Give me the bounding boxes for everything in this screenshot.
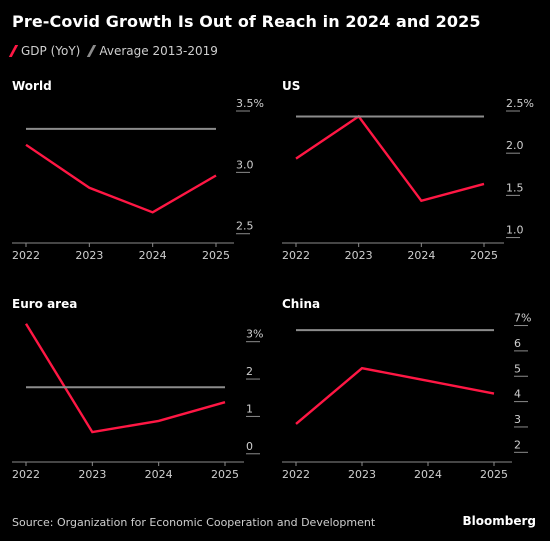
- world-gdp-line: [25, 143, 217, 214]
- world-y-tick-label: 2.5: [236, 220, 254, 233]
- legend-item-gdp: GDP (YoY): [8, 44, 81, 58]
- legend-label-average: Average 2013-2019: [99, 44, 218, 58]
- us-y-tick-label: 1.5: [506, 181, 524, 194]
- legend-label-gdp: GDP (YoY): [21, 44, 81, 58]
- us-panel-title: US: [282, 79, 300, 93]
- china-x-tick-label: 2025: [480, 468, 508, 481]
- us-y-tick-label: 2.5%: [506, 97, 534, 110]
- world-x-tick-label: 2024: [139, 249, 167, 262]
- euro-area-panel-title: Euro area: [12, 297, 77, 311]
- world-y-tick-label: 3.5%: [236, 97, 264, 110]
- us-x-tick-label: 2025: [470, 249, 498, 262]
- euro-area-y-tick-label: 2: [246, 365, 253, 378]
- source-note: Source: Organization for Economic Cooper…: [12, 516, 376, 529]
- china-y-tick-label: 3: [514, 413, 521, 426]
- us-x-tick-label: 2024: [407, 249, 435, 262]
- china-y-tick-label: 5: [514, 362, 521, 375]
- china-y-tick-label: 4: [514, 388, 521, 401]
- legend: GDP (YoY) Average 2013-2019: [8, 44, 228, 58]
- world-x-tick-label: 2022: [12, 249, 40, 262]
- china-panel-title: China: [282, 297, 320, 311]
- euro-area-x-tick-label: 2023: [78, 468, 106, 481]
- us-x-tick-label: 2022: [282, 249, 310, 262]
- china-y-tick-label: 2: [514, 438, 521, 451]
- world-x-tick-label: 2023: [75, 249, 103, 262]
- world-y-tick-label: 3.0: [236, 158, 254, 171]
- china-y-tick-label: 7%: [514, 312, 531, 325]
- china-x-tick-label: 2023: [348, 468, 376, 481]
- us-x-tick-label: 2023: [345, 249, 373, 262]
- euro-area-x-tick-label: 2024: [145, 468, 173, 481]
- china-x-tick-label: 2024: [414, 468, 442, 481]
- euro-area-y-tick-label: 3%: [246, 328, 263, 341]
- china-y-tick-label: 6: [514, 337, 521, 350]
- us-y-tick-label: 1.0: [506, 224, 524, 237]
- euro-area-y-tick-label: 0: [246, 440, 253, 453]
- world-x-tick-label: 2025: [202, 249, 230, 262]
- euro-area-y-tick-label: 1: [246, 402, 253, 415]
- china-gdp-line: [295, 366, 495, 425]
- euro-area-x-tick-label: 2022: [12, 468, 40, 481]
- world-panel-title: World: [12, 79, 52, 93]
- euro-area-x-tick-label: 2025: [211, 468, 239, 481]
- chart-title: Pre-Covid Growth Is Out of Reach in 2024…: [12, 12, 481, 31]
- legend-item-average: Average 2013-2019: [87, 44, 218, 58]
- us-y-tick-label: 2.0: [506, 139, 524, 152]
- china-x-tick-label: 2022: [282, 468, 310, 481]
- us-gdp-line: [295, 114, 485, 203]
- euro-area-gdp-line: [24, 323, 226, 434]
- bloomberg-logo: Bloomberg: [462, 514, 537, 528]
